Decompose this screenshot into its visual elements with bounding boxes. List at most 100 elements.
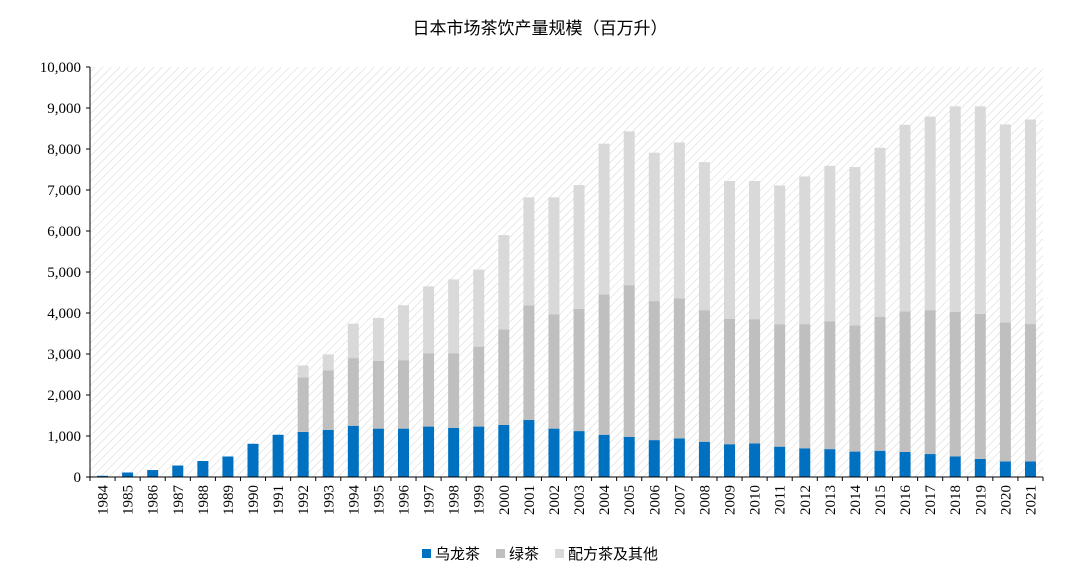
- x-tick-label: 2017: [923, 485, 939, 516]
- bar-oolong-2008: [698, 441, 710, 477]
- x-tick-label: 2019: [973, 485, 989, 515]
- bar-green-tea-2014: [849, 325, 861, 452]
- bar-blended-other-2007: [673, 142, 685, 299]
- bar-green-tea-1992: [297, 377, 309, 432]
- y-tick-label: 0: [74, 470, 82, 486]
- bar-green-tea-2017: [924, 310, 936, 455]
- bar-green-tea-1995: [372, 360, 384, 429]
- x-tick-label: 1995: [371, 485, 387, 515]
- bar-oolong-2015: [874, 450, 886, 477]
- bar-green-tea-2005: [623, 285, 635, 437]
- bar-blended-other-2016: [899, 124, 911, 312]
- bar-blended-other-1998: [448, 279, 460, 354]
- x-tick-label: 1999: [472, 485, 488, 515]
- bar-oolong-2010: [749, 443, 761, 477]
- x-tick-label: 2001: [522, 485, 538, 515]
- bar-green-tea-2007: [673, 298, 685, 439]
- legend-swatch: [495, 549, 505, 558]
- bar-blended-other-1997: [423, 286, 435, 354]
- x-tick-label: 1986: [146, 485, 162, 516]
- bar-green-tea-2011: [774, 324, 786, 447]
- x-tick-label: 2004: [597, 485, 613, 516]
- x-tick-label: 2005: [622, 485, 638, 515]
- x-tick-label: 1996: [396, 485, 412, 516]
- bar-oolong-2012: [799, 448, 811, 477]
- x-tick-label: 1989: [221, 485, 237, 515]
- bar-green-tea-1999: [473, 346, 485, 427]
- legend-label: 绿茶: [508, 545, 539, 563]
- bar-green-tea-2019: [974, 313, 986, 459]
- bar-oolong-2019: [974, 458, 986, 477]
- bar-green-tea-2000: [498, 329, 510, 425]
- x-tick-label: 1988: [196, 485, 212, 515]
- bar-oolong-2000: [498, 424, 510, 477]
- bar-blended-other-1999: [473, 269, 485, 347]
- x-tick-label: 2016: [898, 485, 914, 516]
- x-tick-label: 2009: [723, 485, 739, 515]
- bar-oolong-1996: [397, 428, 409, 477]
- bar-green-tea-2001: [523, 305, 535, 421]
- bar-green-tea-1994: [347, 358, 359, 426]
- bar-oolong-2002: [548, 428, 560, 477]
- bar-green-tea-2002: [548, 314, 560, 429]
- x-tick-label: 2007: [672, 485, 688, 516]
- bar-oolong-1997: [423, 426, 435, 477]
- bar-green-tea-2006: [648, 301, 660, 441]
- bar-blended-other-2010: [749, 180, 761, 320]
- x-tick-label: 1998: [447, 485, 463, 515]
- legend: 乌龙茶 绿茶 配方茶及其他: [0, 543, 1080, 564]
- y-tick-label: 6,000: [47, 224, 81, 240]
- x-tick-label: 2012: [798, 485, 814, 515]
- x-tick-label: 2018: [948, 485, 964, 515]
- bar-green-tea-2010: [749, 319, 761, 444]
- bar-blended-other-2005: [623, 131, 635, 286]
- x-tick-label: 2008: [697, 485, 713, 515]
- bar-blended-other-2018: [949, 106, 961, 312]
- bar-oolong-2003: [573, 431, 585, 477]
- bar-blended-other-2011: [774, 185, 786, 325]
- bar-blended-other-2008: [698, 162, 710, 311]
- bar-oolong-2004: [598, 434, 610, 477]
- chart-title: 日本市场茶饮产量规模（百万升）: [412, 19, 668, 39]
- bar-oolong-2018: [949, 456, 961, 477]
- bar-oolong-1995: [372, 428, 384, 477]
- bar-green-tea-1997: [423, 353, 435, 427]
- bar-blended-other-2021: [1024, 119, 1036, 325]
- bar-oolong-2021: [1024, 461, 1036, 477]
- bar-oolong-2009: [724, 444, 736, 477]
- bar-oolong-1990: [247, 443, 259, 477]
- x-tick-label: 1990: [246, 485, 262, 515]
- bar-oolong-1985: [122, 472, 134, 477]
- bar-oolong-1987: [172, 465, 184, 477]
- legend-swatch: [555, 549, 564, 558]
- bar-blended-other-2017: [924, 116, 936, 311]
- bar-blended-other-1994: [347, 323, 359, 359]
- legend-item: 配方茶及其他: [555, 543, 658, 564]
- y-tick-label: 1,000: [47, 429, 81, 445]
- legend-item: 乌龙茶: [421, 543, 480, 564]
- bar-oolong-1988: [197, 461, 209, 477]
- x-tick-label: 2021: [1023, 485, 1039, 515]
- bar-blended-other-2004: [598, 143, 610, 295]
- x-tick-label: 1992: [296, 485, 312, 515]
- legend-label: 配方茶及其他: [568, 545, 659, 563]
- bar-oolong-1992: [297, 431, 309, 477]
- bar-blended-other-2014: [849, 167, 861, 326]
- y-tick-label: 9,000: [47, 101, 81, 117]
- x-tick-label: 1994: [346, 485, 362, 516]
- bar-green-tea-2009: [724, 318, 736, 445]
- bar-green-tea-1993: [322, 370, 334, 430]
- bar-green-tea-2016: [899, 311, 911, 452]
- bar-oolong-1999: [473, 426, 485, 477]
- y-tick-label: 7,000: [47, 183, 81, 199]
- bar-oolong-1984: [97, 475, 109, 477]
- x-tick-label: 1993: [321, 485, 337, 515]
- bar-blended-other-2019: [974, 106, 986, 314]
- bar-oolong-2016: [899, 451, 911, 477]
- bar-oolong-2014: [849, 451, 861, 477]
- y-tick-label: 4,000: [47, 306, 81, 322]
- bar-oolong-2001: [523, 420, 535, 477]
- bar-green-tea-2021: [1024, 324, 1036, 462]
- x-tick-label: 2020: [998, 485, 1014, 515]
